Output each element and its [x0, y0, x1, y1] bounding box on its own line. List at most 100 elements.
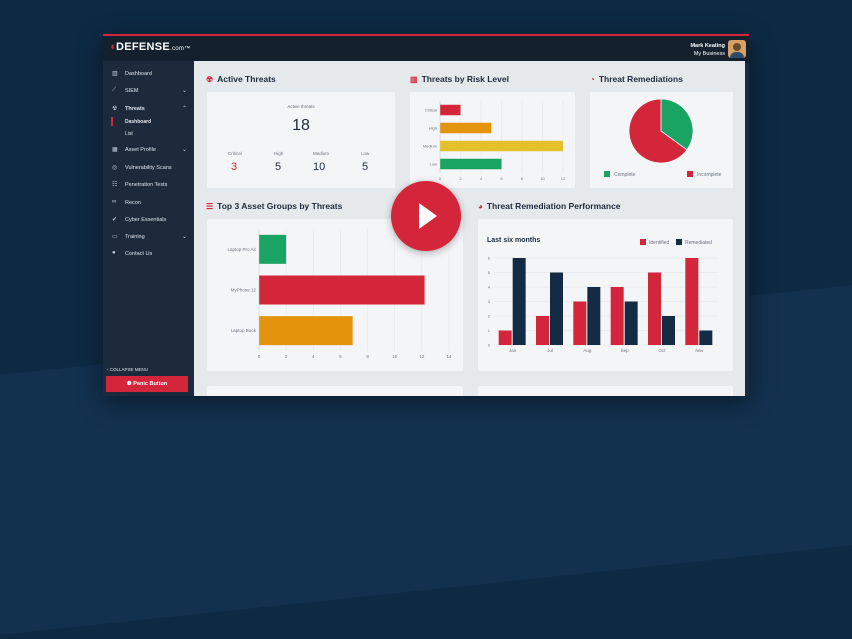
category-label: High	[429, 125, 437, 130]
bar	[587, 287, 601, 345]
x-tick-label: 0	[258, 354, 261, 359]
risk-level-title: ▥ Threats by Risk Level	[410, 74, 509, 84]
bar	[440, 104, 461, 116]
avatar[interactable]	[728, 40, 746, 58]
active-threats-title: ☢ Active Threats	[206, 74, 276, 84]
bar-chart-icon: ▥	[112, 71, 118, 77]
sidebar: ▥ Dashboard ⟋ SIEM ⌄ ☢ Threats ⌃ Dashboard Li…	[103, 61, 194, 396]
performance-subtitle: Last six months	[487, 237, 541, 244]
active-indicator	[111, 117, 113, 126]
x-tick-label: 10	[540, 176, 545, 181]
level-value-high: 5	[275, 161, 282, 173]
alert-icon: ❶	[126, 381, 134, 387]
server-icon: ☰	[206, 202, 214, 211]
sidebar-subitem-list[interactable]: List	[125, 131, 133, 137]
app-window: ◖DEFENSE.com™ Mark Keating My Business ▥…	[103, 34, 749, 396]
level-value-medium: 10	[313, 161, 326, 173]
bar	[573, 301, 587, 345]
x-tick-label: Oct	[658, 348, 666, 353]
bottom-card-left	[207, 386, 463, 396]
category-label: Laptop Book	[231, 328, 257, 333]
x-tick-label: 10	[392, 354, 398, 359]
x-tick-label: 12	[561, 176, 566, 181]
bar	[610, 287, 624, 345]
sidebar-subitem-dashboard[interactable]: Dashboard	[125, 119, 152, 125]
x-tick-label: 6	[500, 176, 503, 181]
category-label: Laptop Pro Air	[227, 247, 256, 252]
panic-button[interactable]: ❶ Panic Button	[106, 376, 188, 392]
category-label: Medium	[423, 143, 438, 148]
chevron-down-icon: ⌄	[181, 147, 187, 153]
x-tick-label: 2	[285, 354, 288, 359]
x-tick-label: 6	[339, 354, 342, 359]
radiation-icon: ☢	[206, 75, 214, 84]
binoculars-icon: ∞	[112, 199, 117, 205]
bottom-card-right	[478, 386, 733, 396]
category-label: MyPhone 12	[231, 288, 257, 293]
x-tick-label: Aug	[583, 348, 592, 353]
sidebar-item-siem[interactable]: ⟋ SIEM ⌄	[112, 87, 187, 94]
x-tick-label: 8	[366, 354, 369, 359]
gauge-icon: ◕	[478, 202, 483, 211]
y-tick-label: 2	[488, 314, 491, 319]
server-icon: ☷	[112, 182, 118, 188]
brand-logo[interactable]: ◖DEFENSE.com™	[109, 41, 191, 53]
sidebar-item-threats[interactable]: ☢ Threats ⌃	[112, 106, 187, 112]
asset-groups-title: ☰ Top 3 Asset Groups by Threats	[206, 201, 343, 211]
x-tick-label: Nov	[695, 348, 704, 353]
sidebar-item-cyber-essentials[interactable]: ✔ Cyber Essentials	[112, 217, 167, 223]
performance-chart: 0 1 2 3 4 5 6 Jan Jul Aug Sep Oct Nov Identified Remed…	[488, 239, 718, 353]
sidebar-item-asset-profile[interactable]: ▦ Asset Profile ⌄	[112, 147, 187, 153]
legend-label: Complete	[614, 172, 636, 178]
user-info[interactable]: Mark Keating My Business	[690, 42, 725, 58]
bar	[624, 301, 638, 345]
bar	[662, 316, 675, 345]
remediations-title: ◔ Threat Remediations	[590, 74, 683, 84]
sidebar-item-dashboard[interactable]: ▥ Dashboard	[112, 71, 152, 77]
chevron-left-icon: ‹	[107, 367, 110, 372]
collapse-menu-button[interactable]: ‹ COLLAPSE MENU	[107, 367, 149, 372]
sidebar-item-recon[interactable]: ∞ Recon	[112, 199, 141, 206]
remediations-card: Complete Incomplete	[590, 92, 733, 188]
category-label: Low	[430, 161, 437, 166]
bar	[259, 316, 353, 346]
x-tick-label: 8	[521, 176, 524, 181]
active-threats-caption: Active threats	[287, 104, 315, 109]
level-label-high: High	[274, 151, 284, 156]
legend-swatch	[676, 239, 682, 245]
check-circle-icon: ✔	[112, 217, 118, 223]
sidebar-item-training[interactable]: ▭ Training ⌄	[112, 234, 187, 240]
sidebar-item-contact-us[interactable]: ● Contact Us	[112, 250, 153, 257]
chevron-up-icon: ⌃	[181, 106, 187, 112]
user-name: Mark Keating	[690, 43, 725, 49]
radiation-icon: ☢	[112, 106, 118, 112]
performance-card: Last six months 0 1 2 3 4 5 6 Jan Jul Aug Sep Oct No…	[478, 219, 733, 371]
target-icon: ◎	[112, 165, 118, 171]
x-tick-label: Jul	[547, 348, 553, 353]
active-threats-total: 18	[292, 117, 310, 134]
y-tick-label: 6	[488, 256, 491, 261]
level-value-critical: 3	[231, 161, 238, 173]
asset-groups-chart: 0 2 4 6 8 10 12 14 Laptop Pro Air MyPhone 12 Lapto…	[227, 229, 452, 359]
play-button[interactable]	[391, 181, 461, 251]
user-org: My Business	[693, 51, 725, 57]
x-tick-label: 4	[312, 354, 315, 359]
y-tick-label: 4	[488, 285, 491, 290]
sidebar-item-vulnerability-scans[interactable]: ◎ Vulnerability Scans	[112, 165, 172, 171]
presentation-icon: ▭	[112, 234, 118, 240]
y-tick-label: 5	[488, 270, 491, 275]
chevron-down-icon: ⌄	[181, 234, 187, 240]
category-label: Critical	[425, 107, 437, 112]
bar	[498, 330, 512, 345]
level-label-low: Low	[361, 151, 370, 156]
x-tick-label: 4	[480, 176, 483, 181]
level-label-critical: Critical	[228, 151, 242, 156]
main-content: ☢ Active Threats Active threats 18 Critic…	[194, 61, 745, 396]
y-tick-label: 0	[488, 343, 491, 348]
sidebar-item-penetration-tests[interactable]: ☷ Penetration Tests	[112, 182, 168, 188]
x-tick-label: 12	[419, 354, 425, 359]
legend-swatch	[687, 171, 693, 177]
pie-slice	[660, 98, 694, 151]
x-tick-label: Sep	[621, 348, 630, 353]
legend-swatch	[640, 239, 646, 245]
